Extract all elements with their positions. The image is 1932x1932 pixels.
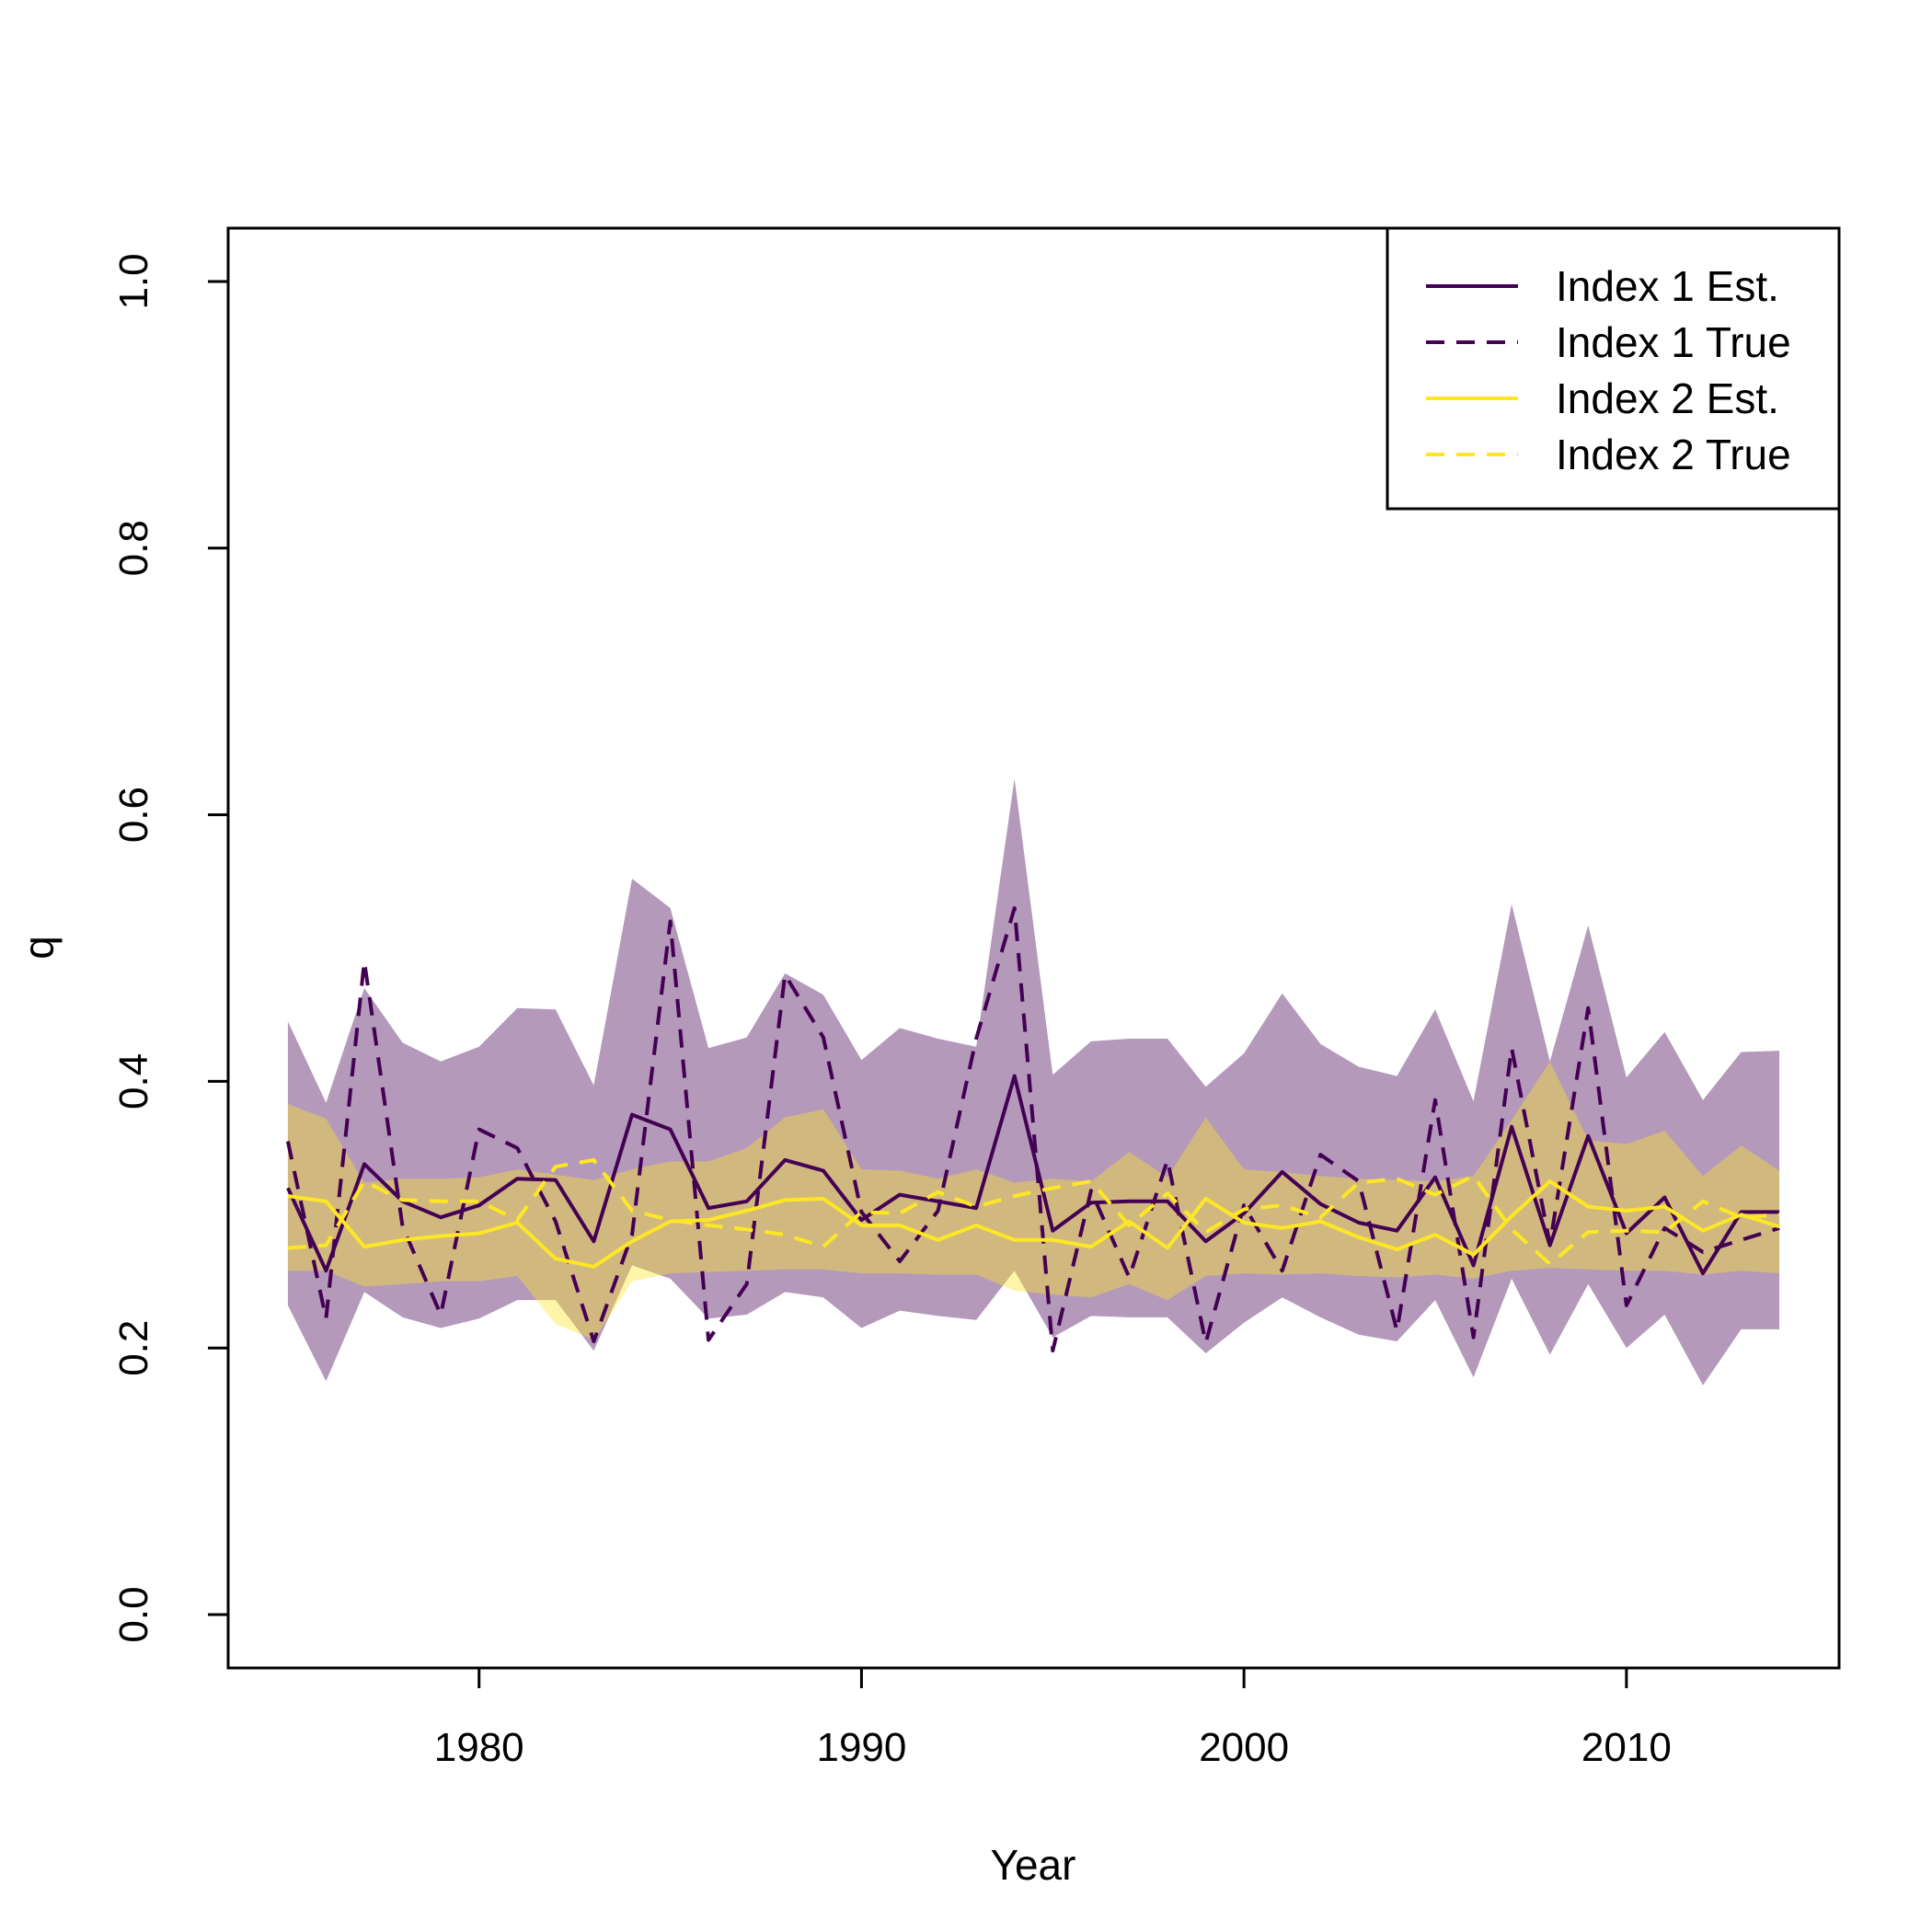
- legend: Index 1 Est. Index 1 True Index 2 Est. Inde…: [1386, 226, 1841, 511]
- series-lines: [285, 906, 1780, 1353]
- y-tick-label: 0.6: [111, 787, 156, 843]
- index-2-true-line: [287, 1157, 1780, 1266]
- y-tick-label: 0.8: [111, 520, 156, 576]
- y-tick-label: 1.0: [111, 253, 156, 309]
- y-axis: 0.0 0.2 0.4 0.6 0.8 1.0: [111, 253, 230, 1643]
- index-2-est-line: [287, 1179, 1780, 1269]
- x-tick-label: 2010: [1581, 1725, 1672, 1770]
- index-2-est-legend-label: Index 2 Est.: [1556, 374, 1779, 422]
- x-axis: 1980 1990 2000 2010: [434, 1666, 1672, 1770]
- y-tick-label: 0.2: [111, 1320, 156, 1376]
- index-1-est-line: [286, 1074, 1780, 1276]
- index-2-true-legend-label: Index 2 True: [1556, 431, 1791, 478]
- y-tick-label: 0.0: [111, 1586, 156, 1642]
- legend-box: [1386, 226, 1841, 511]
- index-2-est-confidence-band: [287, 1061, 1780, 1340]
- y-axis-title: q: [15, 936, 63, 960]
- index-1-est-legend-label: Index 1 Est.: [1556, 262, 1779, 310]
- index-1-true-line: [285, 906, 1780, 1353]
- x-tick-label: 1980: [434, 1725, 524, 1770]
- index-1-true-legend-label: Index 1 True: [1556, 318, 1791, 366]
- confidence-bands: [287, 778, 1780, 1386]
- y-tick-label: 0.4: [111, 1053, 156, 1110]
- x-tick-label: 1990: [816, 1725, 906, 1770]
- x-tick-label: 2000: [1199, 1725, 1289, 1770]
- x-axis-title: Year: [991, 1841, 1076, 1889]
- index-1-est-confidence-band: [287, 778, 1780, 1386]
